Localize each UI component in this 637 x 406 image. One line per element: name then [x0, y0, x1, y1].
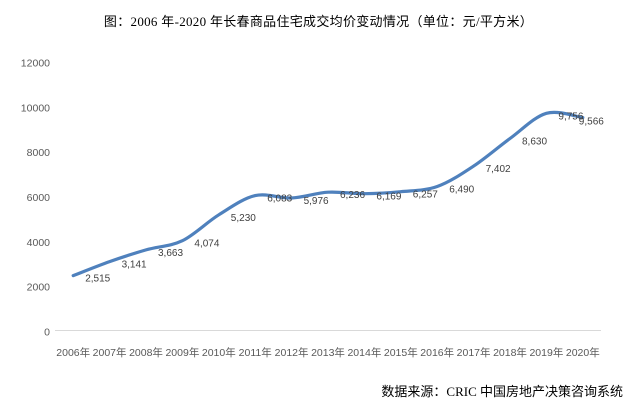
- data-point-label: 7,402: [486, 164, 511, 175]
- data-point-label: 6,169: [376, 192, 401, 203]
- data-point-label: 5,976: [304, 196, 329, 207]
- x-axis-tick-label: 2017年: [457, 346, 491, 359]
- x-axis-tick-label: 2020年: [566, 346, 600, 359]
- y-axis-tick-label: 4000: [27, 237, 51, 249]
- data-source-caption: 数据来源：CRIC 中国房地产决策咨询系统: [381, 384, 623, 399]
- x-axis-tick-label: 2009年: [165, 346, 199, 359]
- data-point-label: 5,230: [231, 213, 256, 224]
- data-point-label: 8,630: [522, 137, 547, 148]
- x-axis-tick-label: 2013年: [311, 346, 345, 359]
- y-axis-tick-label: 6000: [27, 192, 51, 204]
- y-axis-tick-label: 10000: [21, 102, 50, 114]
- x-axis-tick-label: 2018年: [493, 346, 527, 359]
- x-axis-tick-label: 2011年: [239, 346, 272, 359]
- chart-title: 图：2006 年-2020 年长春商品住宅成交均价变动情况（单位：元/平方米）: [103, 14, 534, 29]
- price-series-line: [71, 110, 585, 278]
- data-point-label: 9,566: [579, 117, 604, 128]
- x-axis-tick-label: 2016年: [420, 346, 454, 359]
- x-axis-tick-label: 2007年: [93, 346, 127, 359]
- x-axis-tick-label: 2012年: [275, 346, 309, 359]
- x-axis-tick-label: 2015年: [384, 346, 418, 359]
- x-axis-tick-label: 2019年: [529, 346, 563, 359]
- data-point-label: 9,756: [558, 111, 583, 122]
- y-axis-tick-label: 0: [44, 327, 50, 339]
- y-axis-tick-label: 12000: [21, 58, 50, 70]
- x-axis-tick-label: 2006年: [56, 346, 90, 359]
- data-point-label: 6,490: [449, 185, 474, 196]
- data-point-label: 4,074: [194, 239, 219, 250]
- x-axis-tick-label: 2008年: [129, 346, 163, 359]
- data-point-label: 6,236: [340, 190, 365, 201]
- data-point-label: 6,083: [267, 194, 292, 205]
- x-axis-tick-label: 2010年: [202, 346, 236, 359]
- data-point-label: 3,663: [158, 248, 183, 259]
- x-axis-tick-label: 2014年: [347, 346, 381, 359]
- data-point-label: 2,515: [85, 274, 110, 285]
- data-point-label: 6,257: [413, 190, 438, 201]
- y-axis-tick-label: 8000: [27, 147, 51, 159]
- y-axis-tick-label: 2000: [27, 282, 51, 294]
- data-point-label: 3,141: [122, 260, 147, 271]
